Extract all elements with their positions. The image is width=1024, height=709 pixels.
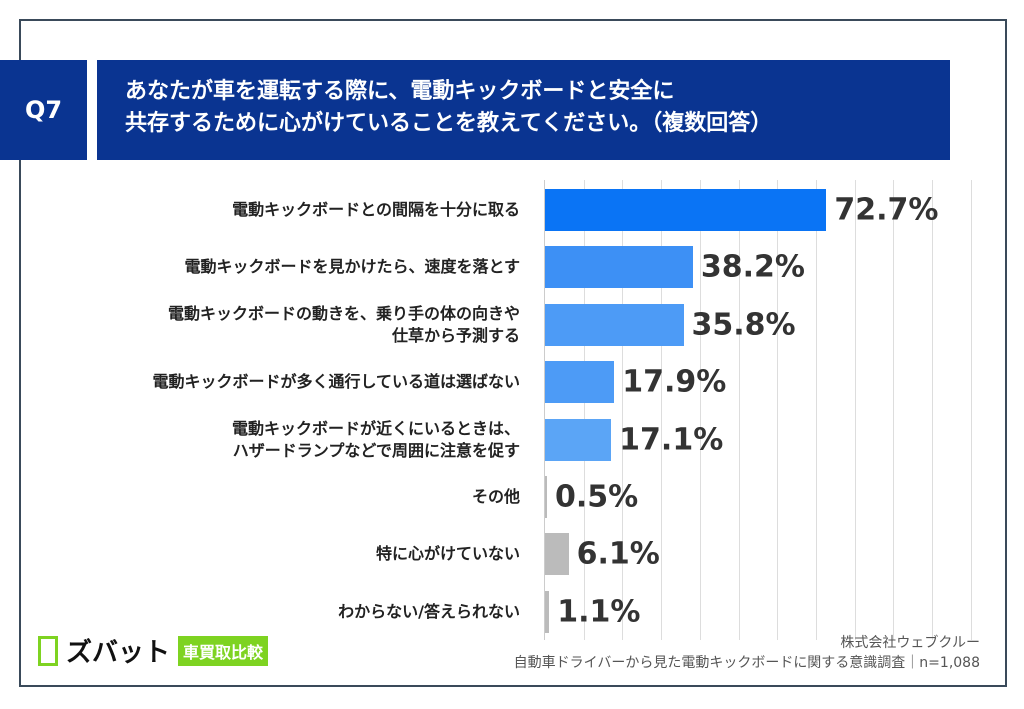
value-label: 17.1% <box>619 422 724 458</box>
gridline <box>932 180 933 640</box>
gridline <box>854 180 856 640</box>
title-line-1: あなたが車を運転する際に、電動キックボードと安全に <box>125 79 675 104</box>
category-label: 電動キックボードが近くにいるときは、 ハザードランプなどで周囲に注意を促す <box>232 418 520 462</box>
chart-frame <box>19 19 1007 687</box>
category-label: 電動キックボードが多く通行している道は選ばない <box>152 371 520 393</box>
category-label-line: 電動キックボードを見かけたら、速度を落とす <box>184 257 520 277</box>
gridline <box>583 180 585 640</box>
gridline <box>661 180 663 640</box>
bar <box>545 476 547 518</box>
gridline <box>815 180 817 640</box>
value-label: 35.8% <box>691 307 796 343</box>
category-label-line: ハザードランプなどで周囲に注意を促す <box>232 440 520 460</box>
category-label: 特に心がけていない <box>376 543 520 565</box>
category-label-line: 電動キックボードが多く通行している道は選ばない <box>152 372 520 392</box>
bar <box>545 533 569 576</box>
category-label-line: 電動キックボードとの間隔を十分に取る <box>232 200 520 219</box>
gridline <box>777 180 779 640</box>
gridline <box>893 180 895 640</box>
gridline <box>970 180 972 640</box>
logo-icon <box>38 635 58 666</box>
category-label-line: その他 <box>471 487 520 506</box>
axis-line <box>544 180 545 640</box>
bar <box>545 361 615 404</box>
category-label: 電動キックボードを見かけたら、速度を落とす <box>184 256 520 278</box>
bar <box>545 246 693 289</box>
value-label: 6.1% <box>576 536 660 572</box>
category-label: その他 <box>472 486 520 508</box>
category-label: 電動キックボードの動きを、乗り手の体の向きや 仕草から予測する <box>168 303 520 347</box>
category-label-line: 電動キックボードが近くにいるときは、 <box>231 418 520 438</box>
value-label: 38.2% <box>700 249 805 285</box>
logo: ズバット 車買取比較 <box>38 632 269 669</box>
category-label-line: 仕草から予測する <box>391 325 520 345</box>
category-label-line: 電動キックボードの動きを、乗り手の体の向きや <box>167 303 520 323</box>
category-label: 電動キックボードとの間隔を十分に取る <box>232 199 520 221</box>
bar <box>545 590 550 633</box>
value-label: 0.5% <box>555 479 639 515</box>
value-label: 1.1% <box>557 594 641 630</box>
logo-badge: 車買取比較 <box>178 635 269 666</box>
survey-source: 自動車ドライバーから見た電動キックボードに関する意識調査｜n=1,088 <box>513 655 980 671</box>
gridline <box>738 180 740 640</box>
question-number: Q7 <box>0 60 87 160</box>
bar <box>545 189 827 231</box>
gridline <box>699 180 701 640</box>
category-label: わからない/答えられない <box>338 601 520 623</box>
category-label-line: わからない/答えられない <box>338 601 520 621</box>
bar <box>545 303 684 346</box>
bar <box>545 418 612 461</box>
title-line-2: 共存するために心がけていることを教えてください。（複数回答） <box>125 111 773 136</box>
value-label: 72.7% <box>834 192 939 228</box>
value-label: 17.9% <box>622 364 727 400</box>
question-title: あなたが車を運転する際に、電動キックボードと安全に 共存するために心がけているこ… <box>97 60 950 160</box>
gridline <box>622 180 624 640</box>
category-label-line: 特に心がけていない <box>375 544 520 564</box>
company-name: 株式会社ウェブクルー <box>840 635 980 651</box>
logo-text: ズバット <box>66 638 171 668</box>
